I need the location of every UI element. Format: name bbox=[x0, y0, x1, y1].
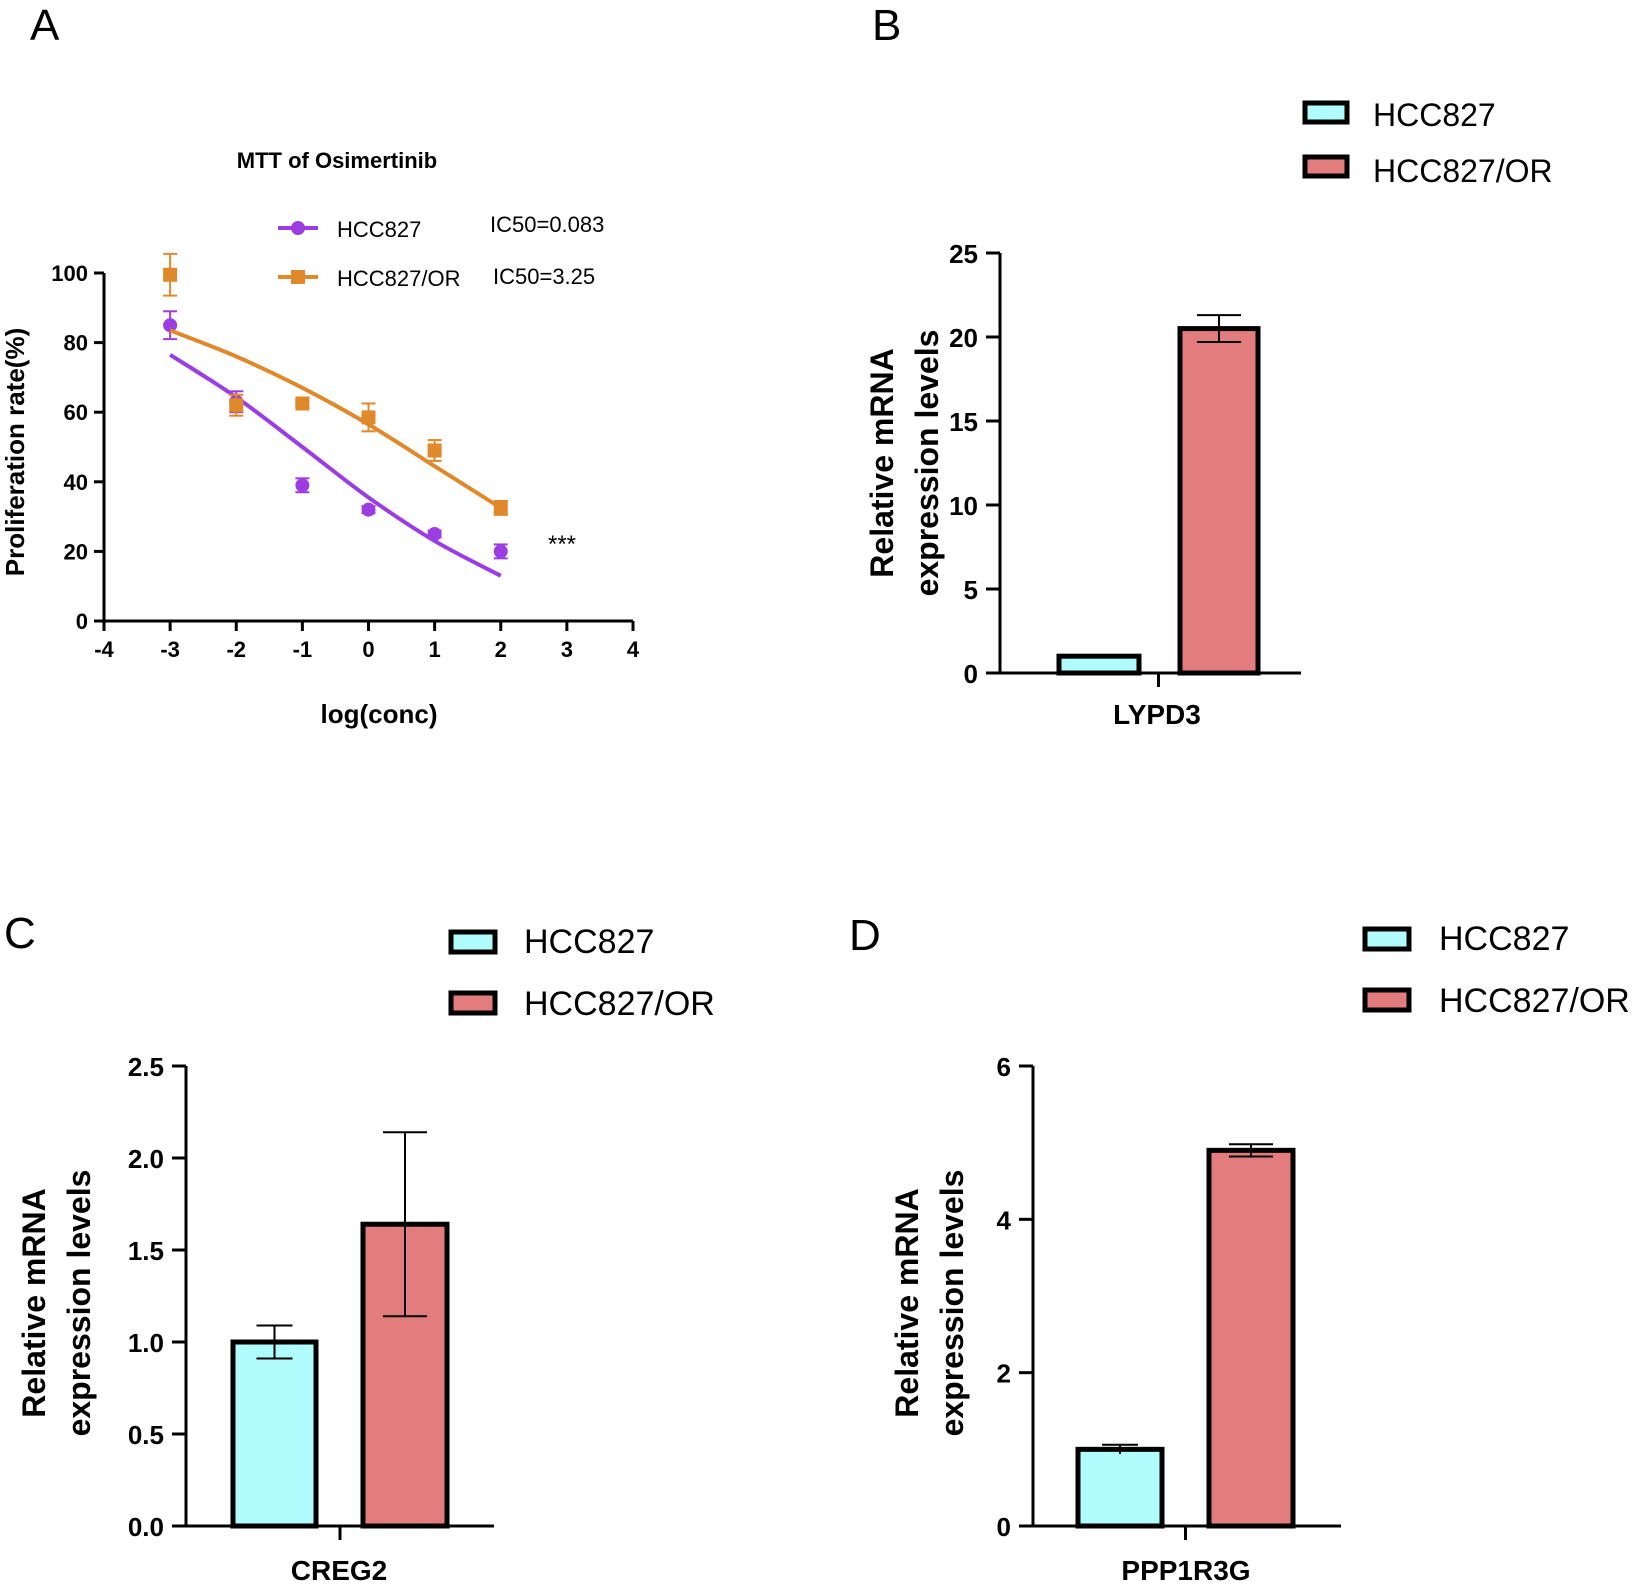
chart-c-y-tick-label: 1.0 bbox=[128, 1328, 164, 1358]
chart-c-legend-swatch-hcc827 bbox=[448, 929, 498, 955]
chart-a-y-tick-label: 80 bbox=[64, 331, 88, 356]
chart-d-category-label: PPP1R3G bbox=[1121, 1555, 1250, 1585]
chart-a-x-tick-label: 3 bbox=[561, 637, 573, 662]
chart-d-y-tick-label: 6 bbox=[997, 1052, 1011, 1082]
chart-b-legend-label-hcc827or: HCC827/OR bbox=[1373, 153, 1553, 189]
chart-a-fit-curve-hcc827 bbox=[169, 353, 502, 578]
chart-a-point-hcc827or bbox=[295, 396, 310, 411]
panel-label-c: C bbox=[4, 909, 36, 958]
panel-b: LYPD3 Relative mRNA expression levels HC… bbox=[864, 97, 1553, 730]
chart-d-bar-hcc827 bbox=[1075, 1446, 1165, 1529]
chart-b-legend-swatch-hcc827 bbox=[1302, 100, 1350, 125]
panel-a: MTT of Osimertinib log(conc) Proliferati… bbox=[0, 148, 604, 729]
chart-a-point-hcc827or bbox=[163, 267, 178, 282]
chart-c-ylabel-line1: Relative mRNA bbox=[16, 1188, 52, 1417]
chart-a-legend-marker-hcc827or bbox=[291, 270, 305, 284]
chart-a-x-tick-label: 4 bbox=[627, 637, 640, 662]
chart-a-legend-ic50-hcc827or: IC50=3.25 bbox=[493, 264, 595, 289]
chart-a-point-hcc827 bbox=[427, 527, 442, 541]
chart-d-y-tick-label: 4 bbox=[997, 1205, 1012, 1235]
chart-b-legend-label-hcc827: HCC827 bbox=[1373, 97, 1496, 133]
chart-d-ylabel-line2: expression levels bbox=[934, 1170, 970, 1437]
chart-b-legend-swatch-hcc827or bbox=[1302, 154, 1350, 179]
chart-d-y-tick-label: 2 bbox=[997, 1359, 1011, 1389]
chart-d-legend-label-hcc827: HCC827 bbox=[1439, 920, 1569, 958]
chart-b-y-tick-label: 10 bbox=[949, 491, 978, 521]
chart-d-y-tick-label: 0 bbox=[997, 1512, 1011, 1542]
chart-b-ylabel-line2: expression levels bbox=[909, 330, 945, 597]
chart-a-y-tick-label: 60 bbox=[64, 400, 88, 425]
chart-c-legend-label-hcc827or: HCC827/OR bbox=[524, 985, 715, 1023]
chart-a-significance: *** bbox=[548, 531, 576, 558]
chart-a-x-tick-label: 0 bbox=[362, 637, 374, 662]
chart-a-point-hcc827or bbox=[229, 398, 244, 413]
chart-a-x-tick-label: -3 bbox=[160, 637, 180, 662]
chart-b-y-tick-label: 25 bbox=[949, 239, 978, 269]
chart-b-y-tick-label: 15 bbox=[949, 407, 978, 437]
panel-c: CREG2 Relative mRNA expression levels HC… bbox=[16, 923, 715, 1585]
chart-a-point-hcc827or bbox=[427, 443, 442, 458]
chart-b-category-label: LYPD3 bbox=[1113, 699, 1201, 730]
chart-a-legend-ic50-hcc827: IC50=0.083 bbox=[490, 212, 604, 237]
chart-a-legend-marker-hcc827 bbox=[291, 221, 305, 235]
chart-a-x-tick-label: -4 bbox=[94, 637, 114, 662]
panel-d: PPP1R3G Relative mRNA expression levels … bbox=[889, 920, 1630, 1585]
chart-b-y-tick-label: 20 bbox=[949, 323, 978, 353]
chart-c-legend-swatch-hcc827or bbox=[448, 990, 498, 1016]
chart-c-y-tick-label: 0.5 bbox=[128, 1420, 164, 1450]
chart-c-y-tick-label: 2.0 bbox=[128, 1144, 164, 1174]
chart-a-x-tick-label: 2 bbox=[495, 637, 507, 662]
panel-label-a: A bbox=[30, 1, 60, 50]
chart-d-ylabel-line1: Relative mRNA bbox=[889, 1188, 925, 1417]
chart-a-ylabel: Proliferation rate(%) bbox=[0, 328, 30, 577]
chart-d-bar-hcc827or bbox=[1206, 1147, 1296, 1529]
chart-c-ylabel-line2: expression levels bbox=[61, 1170, 97, 1437]
chart-a-x-tick-label: -1 bbox=[293, 637, 313, 662]
chart-d-legend-label-hcc827or: HCC827/OR bbox=[1439, 982, 1630, 1020]
chart-a-legend-label-hcc827: HCC827 bbox=[337, 217, 421, 242]
chart-c-bar-hcc827 bbox=[230, 1339, 319, 1529]
chart-d-legend-swatch-hcc827 bbox=[1362, 926, 1412, 952]
chart-a-y-tick-label: 20 bbox=[64, 539, 88, 564]
chart-b-ylabel-line1: Relative mRNA bbox=[864, 348, 900, 577]
chart-a-point-hcc827or bbox=[493, 500, 508, 515]
chart-a-point-hcc827 bbox=[493, 544, 508, 559]
chart-a-plot bbox=[94, 271, 635, 631]
panel-label-d: D bbox=[849, 911, 881, 960]
chart-d-legend-swatch-hcc827or bbox=[1362, 987, 1412, 1013]
chart-b-y-tick-label: 5 bbox=[964, 575, 978, 605]
chart-c-y-tick-label: 2.5 bbox=[128, 1052, 164, 1082]
chart-c-category-label: CREG2 bbox=[291, 1555, 387, 1585]
chart-c-y-tick-label: 1.5 bbox=[128, 1236, 164, 1266]
chart-a-x-tick-label: 1 bbox=[429, 637, 441, 662]
chart-a-x-tick-label: -2 bbox=[226, 637, 246, 662]
chart-c-y-tick-label: 0.0 bbox=[128, 1512, 164, 1542]
chart-a-point-hcc827 bbox=[361, 502, 376, 517]
chart-a-y-tick-label: 40 bbox=[64, 470, 88, 495]
chart-a-xlabel: log(conc) bbox=[321, 699, 438, 729]
panel-label-b: B bbox=[872, 1, 901, 50]
chart-b-y-tick-label: 0 bbox=[964, 659, 978, 689]
chart-b-bar-hcc827or bbox=[1177, 326, 1261, 676]
chart-a-point-hcc827or bbox=[361, 410, 376, 425]
chart-b-bar-hcc827 bbox=[1056, 653, 1142, 676]
chart-a-y-tick-label: 0 bbox=[76, 609, 88, 634]
chart-a-point-hcc827 bbox=[163, 318, 178, 333]
chart-a-y-tick-label: 100 bbox=[51, 261, 88, 286]
chart-c-legend-label-hcc827: HCC827 bbox=[524, 923, 654, 961]
chart-a-fit-curve-hcc827or bbox=[169, 328, 502, 510]
chart-a-legend-label-hcc827or: HCC827/OR bbox=[337, 266, 460, 291]
chart-a-point-hcc827 bbox=[295, 478, 310, 493]
chart-a-title: MTT of Osimertinib bbox=[237, 148, 437, 173]
